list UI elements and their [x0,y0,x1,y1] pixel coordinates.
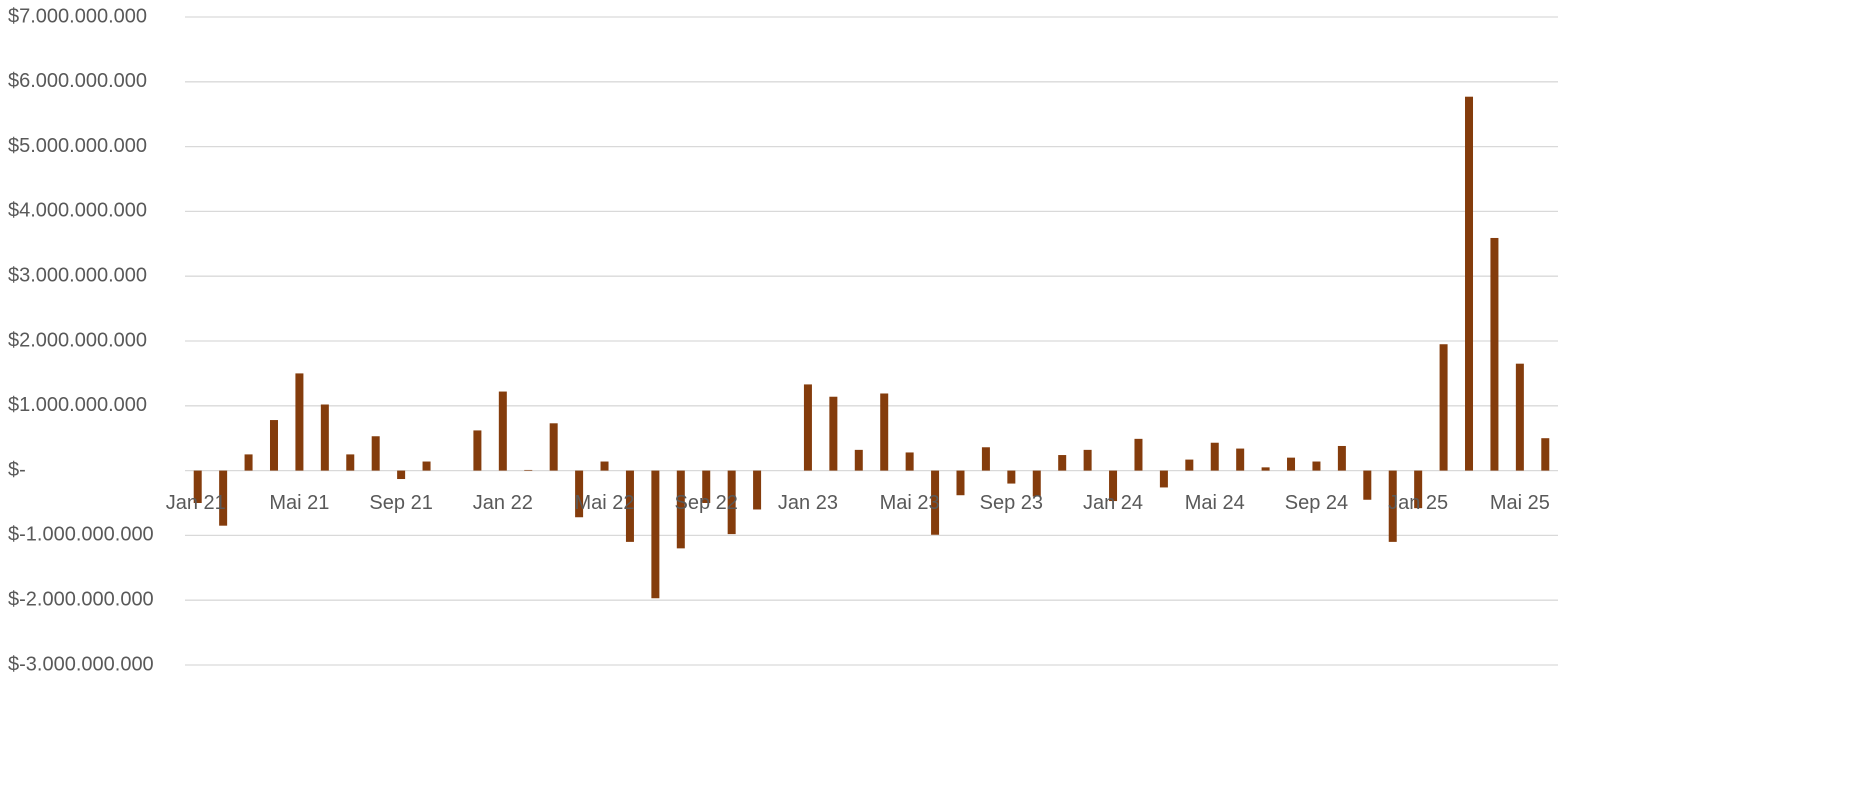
bar [1083,449,1092,471]
bar [397,470,406,480]
bar [549,423,558,471]
bar [905,452,914,471]
bar [1032,470,1041,497]
bar [219,470,228,526]
bar [1109,470,1118,502]
bar [371,436,380,471]
y-tick-label: $-3.000.000.000 [8,653,154,675]
bar [956,470,965,496]
y-tick-label: $-1.000.000.000 [8,524,154,546]
bar [829,396,838,471]
bar [600,461,609,471]
bar [524,469,533,471]
x-tick-label: Jan 25 [1388,492,1448,514]
bar [1363,470,1372,500]
bar [1058,455,1067,471]
bar [1337,445,1346,471]
bar [346,454,355,471]
bar [498,391,507,471]
y-tick-label: $6.000.000.000 [8,70,147,92]
bar [1210,442,1219,471]
bar [1312,461,1321,471]
bar [1185,459,1194,471]
x-tick-label: Jan 24 [1083,492,1143,514]
bar [1134,438,1143,471]
bar [1388,470,1397,542]
bar [193,470,202,503]
bar [854,449,863,471]
bar [651,470,660,599]
bar [473,430,482,471]
bar [295,373,304,471]
x-tick-label: Mai 22 [575,492,635,514]
bar [1465,96,1474,471]
y-tick-label: $3.000.000.000 [8,264,147,286]
y-tick-label: $4.000.000.000 [8,200,147,222]
bar [1236,448,1245,471]
bar [753,470,762,510]
x-tick-label: Sep 22 [675,492,738,514]
bar [1287,457,1296,471]
bar [244,454,253,471]
x-tick-label: Jan 21 [166,492,226,514]
bar [320,404,329,471]
x-tick-label: Sep 23 [980,492,1043,514]
x-tick-label: Jan 23 [778,492,838,514]
y-tick-label: $2.000.000.000 [8,329,147,351]
y-tick-label: $7.000.000.000 [8,5,147,27]
bar [702,470,711,503]
x-tick-label: Mai 24 [1185,492,1245,514]
bar [803,384,812,471]
x-tick-label: Sep 24 [1285,492,1348,514]
bar [1515,363,1524,471]
bar [1490,237,1499,471]
bar [1007,470,1016,484]
bar [1159,470,1168,488]
bar [575,470,584,518]
x-tick-label: Mai 23 [880,492,940,514]
bar [931,470,940,535]
y-tick-label: $- [8,459,26,481]
x-tick-label: Mai 25 [1490,492,1550,514]
bar [1439,344,1448,471]
y-tick-label: $5.000.000.000 [8,135,147,157]
bar [1541,438,1550,471]
y-tick-label: $1.000.000.000 [8,394,147,416]
x-tick-label: Sep 21 [369,492,432,514]
bar [625,470,634,542]
y-tick-label: $-2.000.000.000 [8,588,154,610]
bar [981,447,990,471]
x-tick-label: Mai 21 [269,492,329,514]
bar [676,470,685,549]
x-tick-label: Jan 22 [473,492,533,514]
bar [1261,467,1270,471]
bar [880,393,889,471]
bar [1414,470,1423,509]
bar [422,461,431,471]
bar [727,470,736,535]
bar [269,420,278,471]
